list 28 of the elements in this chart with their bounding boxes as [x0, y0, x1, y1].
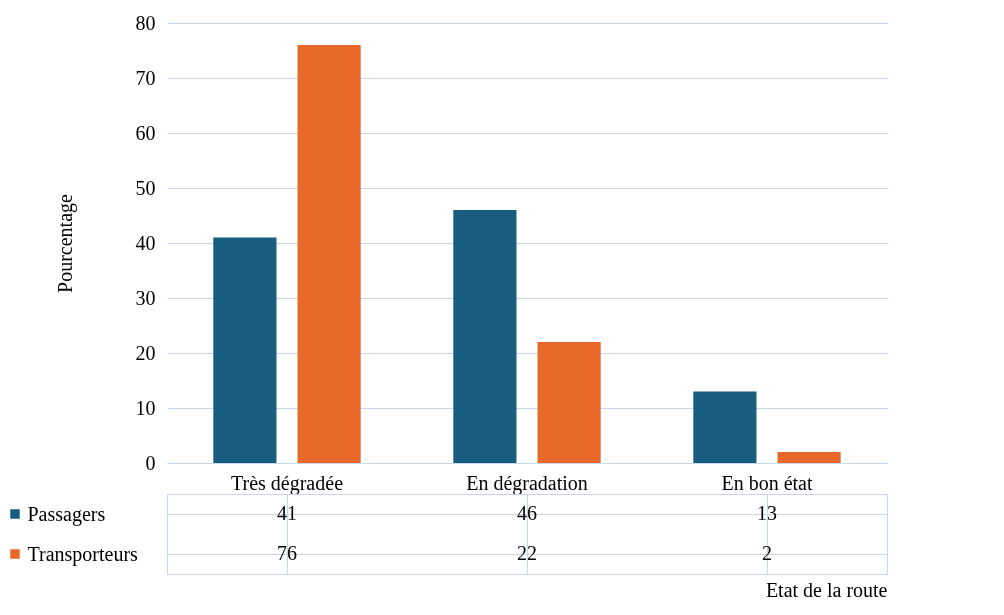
- x-tick-label: Très dégradée: [230, 471, 344, 495]
- legend-label: Transporteurs: [27, 542, 139, 566]
- bar: [537, 342, 601, 463]
- y-tick-label: 40: [135, 231, 156, 254]
- data-label: 22: [517, 542, 537, 564]
- bar: [453, 210, 517, 463]
- y-tick-label: 60: [135, 121, 156, 144]
- y-tick-label: 80: [135, 11, 156, 34]
- y-tick-label: 0: [145, 451, 156, 474]
- bar: [777, 452, 841, 463]
- data-label: 76: [277, 542, 297, 564]
- y-axis-title: Pourcentage: [53, 193, 77, 293]
- x-tick-label: En bon état: [721, 471, 813, 494]
- data-label: 2: [762, 542, 772, 564]
- y-tick-label: 70: [135, 66, 156, 89]
- y-tick-label: 10: [135, 396, 156, 419]
- bar: [213, 237, 277, 463]
- data-label: 13: [757, 502, 777, 524]
- bar: [693, 391, 757, 463]
- data-label: 46: [517, 502, 537, 524]
- y-tick-label: 20: [135, 341, 156, 364]
- legend-label: Passagers: [27, 502, 106, 526]
- x-tick-label: En dégradation: [466, 471, 588, 495]
- y-tick-label: 50: [135, 176, 156, 199]
- x-axis-title: Etat de la route: [765, 578, 888, 601]
- data-label: 41: [277, 502, 297, 524]
- bar: [297, 45, 361, 463]
- y-tick-label: 30: [135, 286, 156, 309]
